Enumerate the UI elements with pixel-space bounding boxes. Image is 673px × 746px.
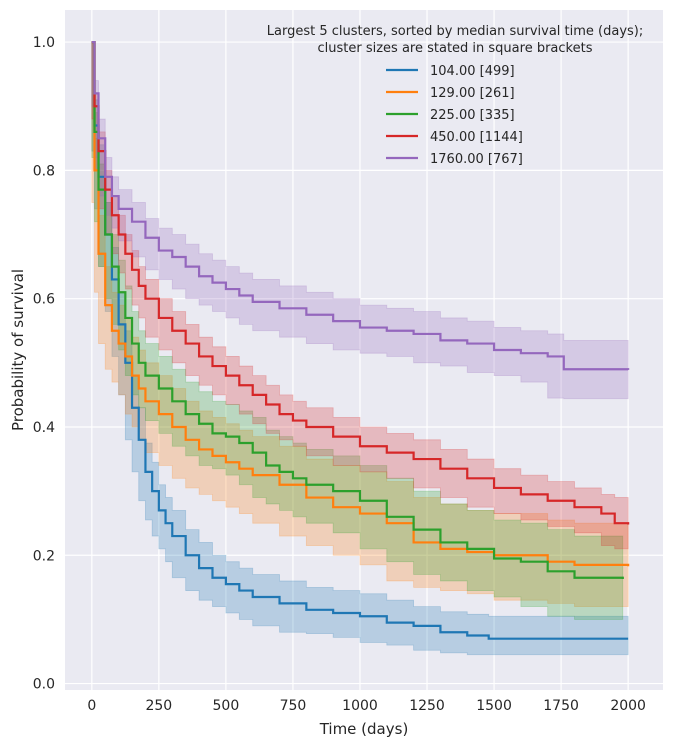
- x-tick-label: 1500: [476, 698, 512, 714]
- ci-band-1: [91, 41, 629, 608]
- survival-line-1: [91, 40, 630, 567]
- legend-label-2: 225.00 [335]: [430, 108, 515, 123]
- legend: Largest 5 clusters, sorted by median sur…: [267, 24, 644, 167]
- legend-label-3: 450.00 [1144]: [430, 130, 523, 145]
- plot-background: [65, 10, 663, 690]
- survival-line-3: [91, 40, 630, 525]
- y-axis-ticks: 0.0 0.2 0.4 0.6 0.8 1.0: [33, 35, 55, 693]
- survival-line-2: [91, 40, 624, 580]
- x-tick-label: 750: [280, 698, 307, 714]
- legend-label-0: 104.00 [499]: [430, 64, 515, 79]
- legend-label-1: 129.00 [261]: [430, 86, 515, 101]
- survival-line-4: [91, 40, 630, 371]
- x-tick-label: 1750: [543, 698, 579, 714]
- x-tick-label: 250: [145, 698, 172, 714]
- legend-title-line2: cluster sizes are stated in square brack…: [318, 41, 593, 56]
- y-tick-label: 0.6: [33, 292, 55, 308]
- ci-band-3: [91, 41, 629, 550]
- y-tick-label: 0.2: [33, 548, 55, 564]
- y-axis-label: Probability of survival: [9, 269, 27, 431]
- y-tick-label: 0.4: [33, 420, 55, 436]
- y-tick-label: 0.8: [33, 163, 55, 179]
- x-tick-label: 1250: [409, 698, 445, 714]
- gridlines: [65, 10, 663, 690]
- legend-label-4: 1760.00 [767]: [430, 152, 523, 167]
- x-axis-label: Time (days): [319, 720, 409, 738]
- x-tick-label: 0: [87, 698, 96, 714]
- y-tick-label: 1.0: [33, 35, 55, 51]
- survival-lines: [91, 40, 630, 640]
- legend-title-line1: Largest 5 clusters, sorted by median sur…: [267, 24, 644, 39]
- x-axis-ticks: 0 250 500 750 1000 1250 1500 1750 2000: [87, 698, 646, 714]
- legend-entries: 104.00 [499] 129.00 [261] 225.00 [335] 450.…: [386, 64, 523, 167]
- x-tick-label: 1000: [342, 698, 378, 714]
- y-tick-label: 0.0: [33, 677, 55, 693]
- survival-line-0: [91, 40, 629, 640]
- x-tick-label: 2000: [610, 698, 646, 714]
- x-tick-label: 500: [213, 698, 240, 714]
- ci-band-0: [91, 41, 629, 656]
